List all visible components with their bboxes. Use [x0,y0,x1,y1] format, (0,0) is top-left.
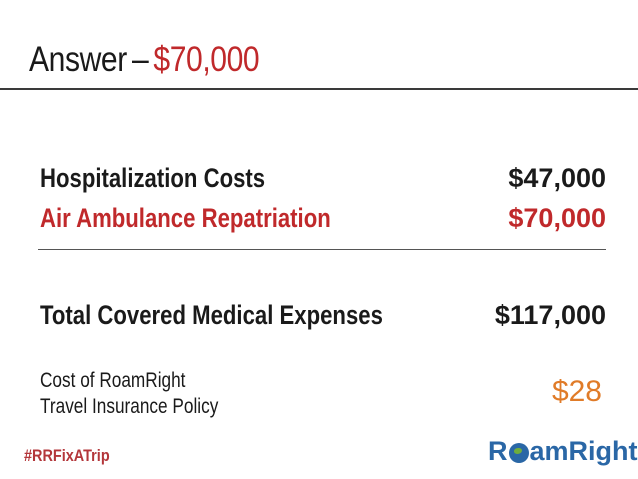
policy-cost-line1: Cost of RoamRight [40,369,186,392]
row-air-ambulance: Air Ambulance Repatriation $70,000 [40,203,606,234]
hashtag: #RRFixATrip [24,446,110,465]
row-value: $70,000 [508,203,606,233]
title-prefix: Answer [29,40,127,79]
title-divider [0,88,638,90]
slide-title: Answer – $70,000 [29,40,260,80]
policy-cost-value: $28 [551,375,602,408]
row-value: $47,000 [508,163,606,193]
roamright-logo: RamRightTM [488,433,638,469]
logo-text-mid: am [529,435,569,466]
row-label: Hospitalization Costs [40,163,266,193]
logo-text-right: Right [568,435,638,466]
row-value: $117,000 [494,300,606,330]
row-total: Total Covered Medical Expenses $117,000 [40,300,606,331]
row-label: Total Covered Medical Expenses [40,300,383,330]
policy-cost-line2: Travel Insurance Policy [40,395,219,418]
title-amount: $70,000 [153,40,260,79]
logo-text-start: R [488,435,508,466]
row-hospitalization: Hospitalization Costs $47,000 [40,163,606,194]
policy-cost-label: Cost of RoamRight Travel Insurance Polic… [40,368,218,420]
title-dash: – [131,40,149,79]
sum-divider [38,249,606,250]
row-label: Air Ambulance Repatriation [40,203,331,233]
globe-icon [508,443,529,463]
